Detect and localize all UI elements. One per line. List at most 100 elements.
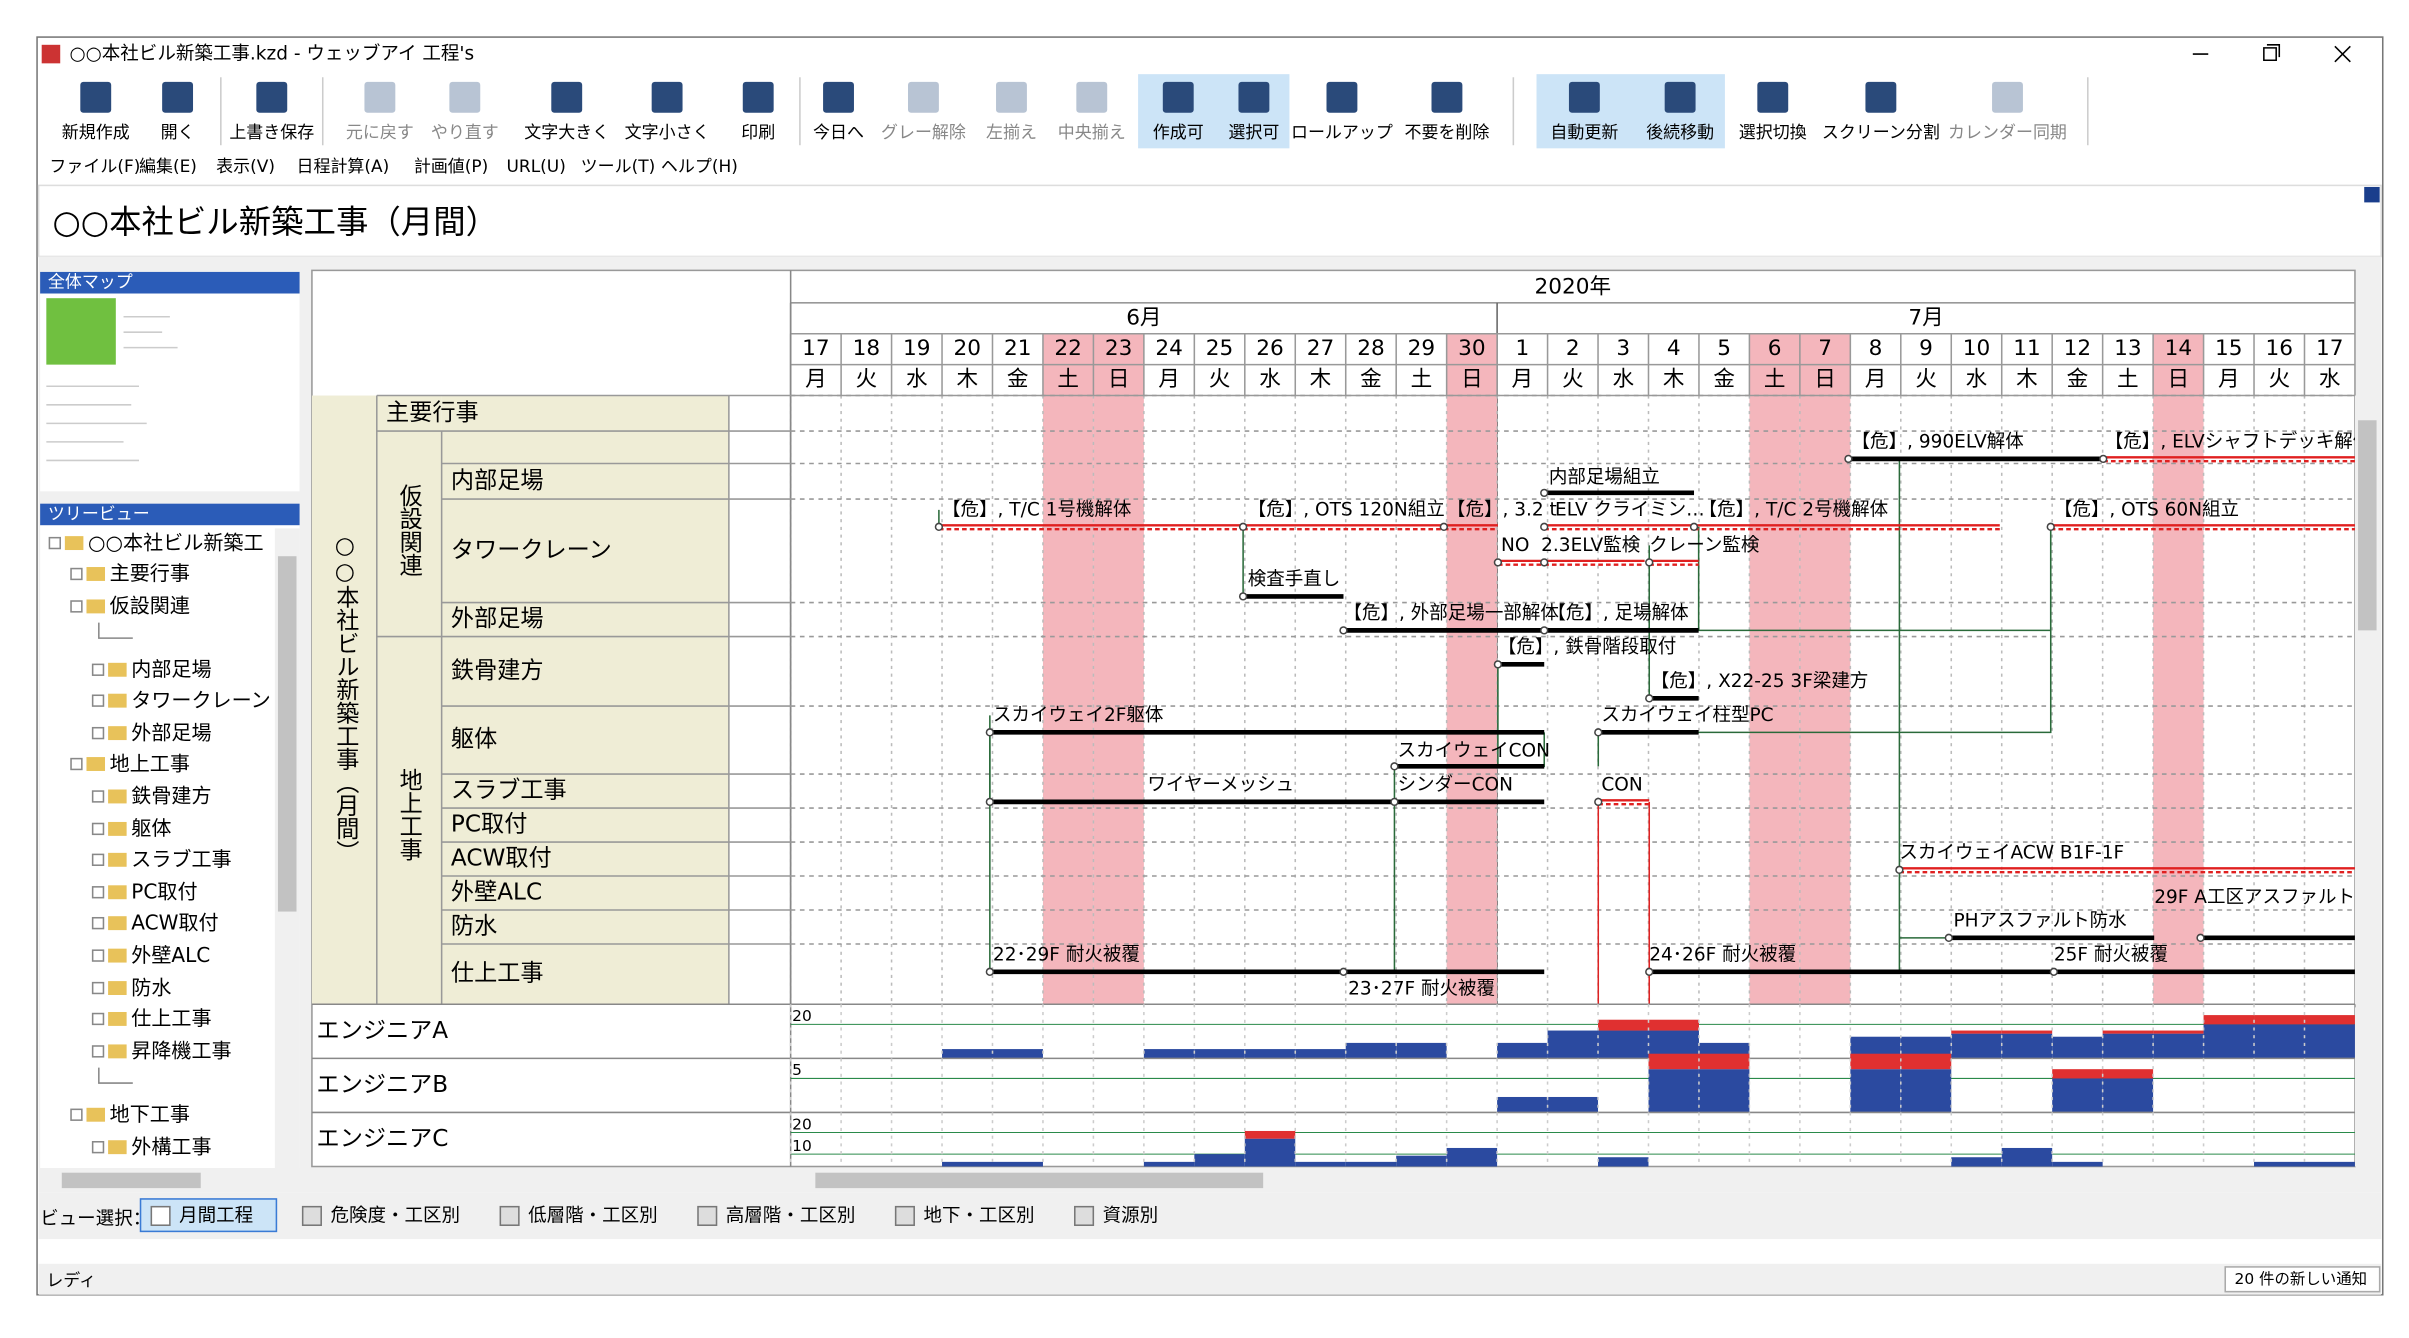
toolbar-label[interactable]: 新規作成 — [62, 123, 130, 143]
task-label[interactable]: クレーン監検 — [1649, 535, 1760, 556]
task-label[interactable]: スカイウェイ2F躯体 — [993, 705, 1164, 726]
menu-item[interactable]: ファイル(F) — [49, 157, 140, 177]
tree-expander[interactable] — [70, 567, 83, 581]
menu-item[interactable]: 表示(V) — [216, 157, 275, 177]
toolbar-icon[interactable] — [908, 81, 939, 113]
res-scrollbar[interactable] — [2354, 1007, 2380, 1167]
menu-item[interactable]: URL(U) — [507, 157, 566, 177]
toolbar-icon[interactable] — [449, 81, 481, 113]
toolbar-label[interactable]: 選択可 — [1228, 123, 1279, 143]
tree-item[interactable]: 仮設関連 — [110, 594, 190, 618]
toolbar-icon[interactable] — [742, 81, 774, 113]
tab[interactable]: 月間工程 — [179, 1205, 253, 1226]
task-label[interactable]: 【危】, 足場解体 — [1547, 603, 1688, 624]
tab-icon[interactable] — [697, 1205, 718, 1226]
tab[interactable]: 資源別 — [1103, 1205, 1159, 1226]
tree-expander[interactable] — [91, 886, 105, 899]
toolbar-label[interactable]: ロールアップ — [1291, 123, 1393, 143]
toolbar-label[interactable]: 今日へ — [813, 123, 864, 143]
task-label[interactable]: 25F 耐火被覆 — [2054, 944, 2168, 965]
tree-item[interactable]: 外部足場 — [131, 720, 211, 744]
tree-expander[interactable] — [91, 1141, 105, 1154]
tab-icon[interactable] — [150, 1205, 171, 1226]
tree-expander[interactable] — [91, 663, 105, 676]
menu-item[interactable]: ツール(T) — [581, 157, 656, 177]
menu-item[interactable]: 計画値(P) — [414, 157, 488, 177]
task-label[interactable]: スカイウェイ柱型PC — [1601, 705, 1773, 726]
v-scroll-thumb[interactable] — [2358, 420, 2377, 631]
tree-scroll-thumb[interactable] — [277, 556, 297, 912]
toolbar-icon[interactable] — [1326, 81, 1358, 113]
toolbar-label[interactable]: 開く — [161, 123, 195, 143]
toolbar-label[interactable]: 左揃え — [986, 123, 1037, 143]
tab[interactable]: 低層階・工区別 — [528, 1205, 658, 1226]
tree-expander[interactable] — [91, 916, 105, 930]
toolbar-label[interactable]: 自動更新 — [1550, 123, 1618, 143]
task-label[interactable]: ワイヤーメッシュ — [1147, 774, 1294, 795]
tree-item[interactable]: 地下工事 — [110, 1102, 190, 1126]
close-pane[interactable] — [2364, 186, 2380, 203]
toolbar-icon[interactable] — [364, 81, 396, 113]
tree-expander[interactable] — [91, 726, 105, 740]
tree-expander[interactable] — [91, 694, 105, 707]
task-label[interactable]: 【危】, T/C 1号機解体 — [942, 499, 1131, 520]
toolbar-icon[interactable] — [1431, 81, 1463, 113]
menu-item[interactable]: 日程計算(A) — [296, 157, 389, 177]
tree-expander[interactable] — [91, 822, 105, 836]
task-label[interactable]: 【危】, 外部足場一部解体 — [1343, 603, 1558, 624]
task-label[interactable]: 【危】, T/C 2号機解体 — [1699, 499, 1888, 520]
tree-expander[interactable] — [91, 790, 105, 803]
tree-item[interactable]: 地上工事 — [110, 751, 190, 775]
task-label[interactable]: 22･29F 耐火被覆 — [993, 944, 1140, 965]
task-label[interactable]: 2.3ELV監検 — [1541, 535, 1641, 556]
toolbar-icon[interactable] — [80, 81, 112, 113]
toolbar-label[interactable]: 後続移動 — [1646, 123, 1714, 143]
task-label[interactable]: 【危】, OTS 60N組立 — [2054, 499, 2239, 520]
toolbar-icon[interactable] — [256, 81, 288, 113]
tree-item[interactable]: 防水 — [131, 975, 171, 999]
window-controls[interactable] — [2192, 44, 2351, 63]
menu-item[interactable]: ヘルプ(H) — [661, 157, 738, 177]
toolbar-icon[interactable] — [1992, 81, 2023, 113]
toolbar-label[interactable]: スクリーン分割 — [1822, 123, 1940, 143]
tab-icon[interactable] — [301, 1205, 322, 1226]
task-label[interactable]: ELV クライミン… — [1555, 499, 1705, 520]
task-label[interactable]: PHアスファルト防水 — [1953, 910, 2127, 931]
toolbar-icon[interactable] — [651, 81, 683, 113]
task-label[interactable]: 【危】, ELVシャフトデッキ解体 — [2105, 431, 2372, 452]
task-label[interactable]: シンダーCON — [1398, 774, 1513, 795]
toolbar-icon[interactable] — [1162, 81, 1194, 113]
toolbar-icon[interactable] — [1238, 81, 1270, 113]
toolbar-icon[interactable] — [551, 81, 583, 113]
tree-item[interactable]: 仕上工事 — [131, 1006, 211, 1030]
h-scrollbar[interactable] — [40, 1169, 788, 1192]
toolbar-icon[interactable] — [1865, 81, 1897, 113]
toolbar-icon[interactable] — [996, 81, 1027, 113]
task-label[interactable]: スカイウェイCON — [1398, 740, 1550, 761]
tab[interactable]: 地下・工区別 — [923, 1205, 1034, 1226]
tree-expander[interactable] — [91, 981, 105, 995]
toolbar-label[interactable]: 選択切換 — [1739, 123, 1807, 143]
toolbar-label[interactable]: 不要を削除 — [1404, 123, 1489, 143]
tree-expander[interactable] — [91, 949, 105, 962]
toolbar-icon[interactable] — [1664, 81, 1696, 113]
tree-expander[interactable] — [70, 757, 83, 771]
toolbar-icon[interactable] — [1757, 81, 1789, 113]
tab-icon[interactable] — [894, 1205, 915, 1226]
task-label[interactable]: 検査手直し — [1248, 569, 1341, 590]
tree-item[interactable]: ○○本社ビル新築工 — [88, 530, 264, 554]
toolbar-icon[interactable] — [1076, 81, 1108, 113]
tree-expander[interactable] — [91, 1045, 105, 1058]
task-label[interactable]: 【危】, 3.2 t — [1447, 499, 1557, 520]
task-label[interactable]: スカイウェイACW B1F-1F — [1899, 842, 2124, 863]
task-label[interactable]: 【危】, OTS 120N組立 — [1248, 499, 1445, 520]
tree-item[interactable]: 主要行事 — [110, 561, 190, 585]
task-label[interactable]: 24･26F 耐火被覆 — [1649, 944, 1796, 965]
tree-expander[interactable] — [70, 600, 83, 613]
toolbar-label[interactable]: グレー解除 — [881, 123, 966, 143]
task-label[interactable]: CON — [1601, 774, 1642, 795]
toolbar-icon[interactable] — [162, 81, 194, 113]
toolbar-icon[interactable] — [823, 81, 854, 113]
task-label[interactable]: 【危】, 鉄骨階段取付 — [1498, 637, 1676, 658]
tree-item[interactable]: ACW取付 — [131, 910, 218, 934]
